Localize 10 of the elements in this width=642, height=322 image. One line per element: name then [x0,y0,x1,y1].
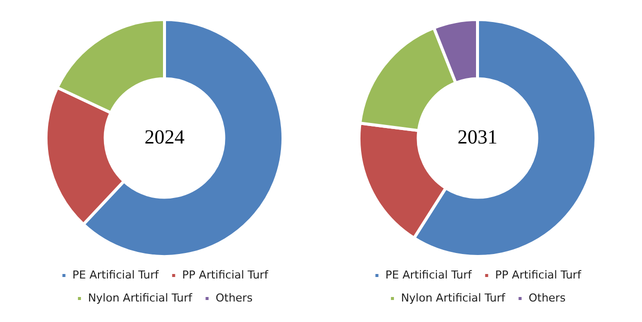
legend-label: PP Artificial Turf [495,268,582,282]
legend-label: PP Artificial Turf [182,268,270,282]
legend-label: Others [528,291,566,304]
legend-label: Others [216,291,253,304]
legend-label: Nylon Artificial Turf [88,291,194,304]
text: 2031 [458,126,498,148]
legend-label: PE Artificial Turf [385,268,473,282]
text: 2024 [144,126,184,148]
legend-label: Nylon Artificial Turf [400,291,506,304]
legend-label: PE Artificial Turf [72,268,160,282]
